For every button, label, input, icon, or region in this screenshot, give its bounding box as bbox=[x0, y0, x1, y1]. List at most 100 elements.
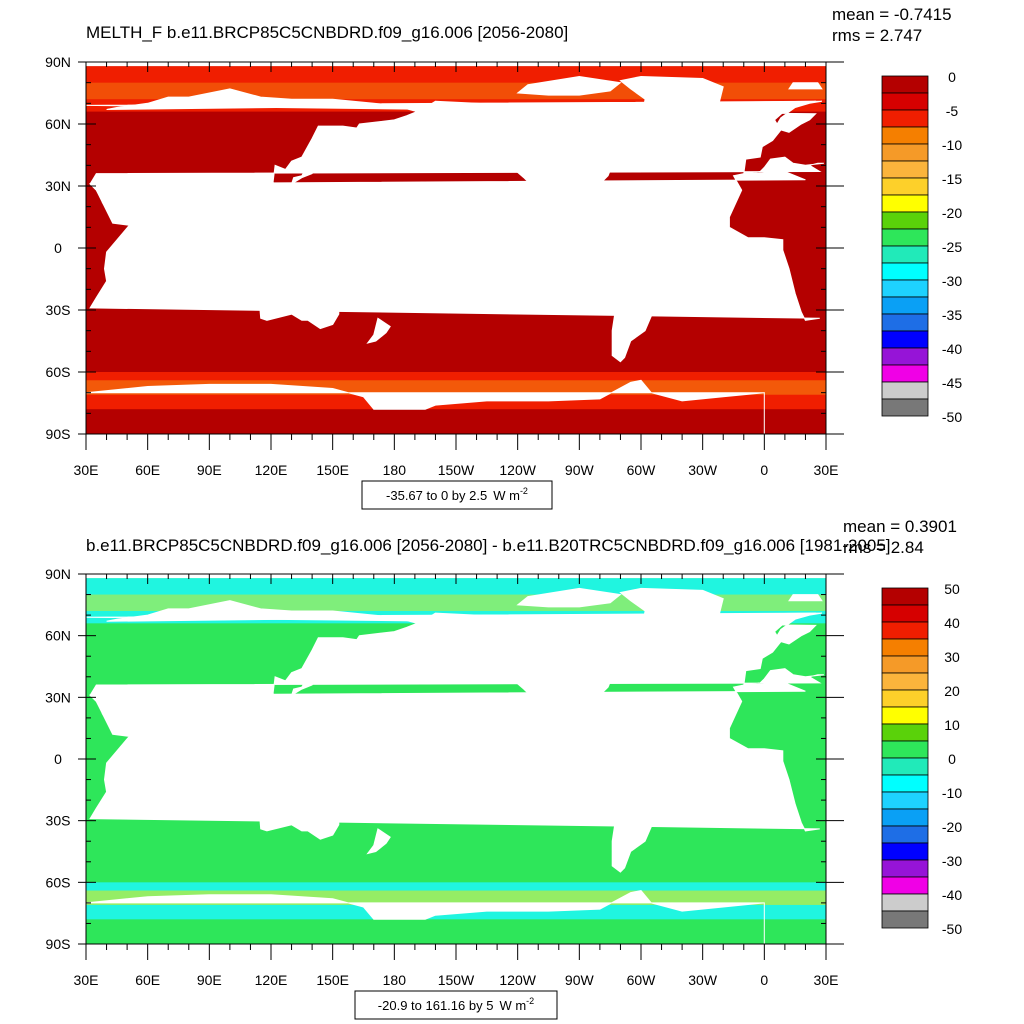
lon-label: 150W bbox=[438, 972, 475, 988]
land-borneo bbox=[247, 748, 270, 768]
lat-label: 0 bbox=[54, 240, 62, 256]
lat-label: 60N bbox=[45, 116, 71, 132]
lon-label: 0 bbox=[760, 972, 768, 988]
lat-label: 30S bbox=[46, 302, 71, 318]
units-text: W m bbox=[493, 488, 520, 503]
colorbar-label: -40 bbox=[942, 887, 962, 903]
land-borneo bbox=[247, 237, 270, 257]
land-britain bbox=[12, 640, 26, 656]
colorbar-swatch bbox=[881, 791, 929, 810]
colorbar-swatch bbox=[881, 228, 929, 247]
lat-label: 60S bbox=[46, 364, 71, 380]
colorbar-swatch bbox=[881, 75, 929, 94]
lon-label: 150E bbox=[316, 462, 349, 478]
lat-label: 0 bbox=[54, 751, 62, 767]
lon-label: 0 bbox=[760, 462, 768, 478]
lat-label: 30S bbox=[46, 813, 71, 829]
lon-label: 60W bbox=[627, 972, 657, 988]
land-madagascar bbox=[853, 273, 867, 300]
colorbar-swatch bbox=[881, 893, 929, 912]
colorbar-swatch bbox=[881, 655, 929, 674]
land-svalbard bbox=[49, 83, 82, 89]
map-panel-1: 90N 60N 30N 0 30S 60S 90S 30E 60E 90E 120E 150E 180 1… bbox=[45, 5, 983, 510]
lon-label: 30E bbox=[74, 972, 99, 988]
lon-label: 90E bbox=[197, 462, 222, 478]
colorbar-swatch bbox=[881, 859, 929, 878]
units-exponent: -2 bbox=[526, 996, 534, 1006]
colorbar-swatch bbox=[881, 313, 929, 332]
lat-label: 60N bbox=[45, 628, 71, 644]
lon-label: 60E bbox=[135, 972, 160, 988]
land-eurasia bbox=[89, 88, 824, 248]
lon-label: 180 bbox=[383, 972, 407, 988]
colorbar-swatch bbox=[881, 876, 929, 895]
land-sumatra bbox=[960, 238, 983, 261]
rms-stat: rms = 2.747 bbox=[832, 26, 922, 45]
land-australia bbox=[258, 780, 340, 840]
colorbar-swatch bbox=[881, 109, 929, 128]
land-antarctica bbox=[86, 890, 765, 944]
land-arabia-fix bbox=[838, 697, 883, 732]
colorbar-swatch bbox=[881, 604, 929, 623]
land-svalbard bbox=[788, 594, 823, 602]
colorbar-swatch bbox=[881, 177, 929, 196]
lon-label: 60E bbox=[135, 462, 160, 478]
colorbar-swatch bbox=[881, 296, 929, 315]
colorbar-swatch bbox=[881, 347, 929, 366]
land-madagascar bbox=[112, 272, 128, 301]
lon-label: 60W bbox=[627, 462, 657, 478]
colorbar-label: 10 bbox=[944, 717, 960, 733]
land-scandinavia bbox=[86, 612, 822, 645]
land-mask bbox=[49, 75, 983, 434]
range-text: -20.9 to 161.16 by 5 bbox=[378, 998, 494, 1013]
colorbar-label: -40 bbox=[942, 341, 962, 357]
lon-label: 30E bbox=[814, 972, 839, 988]
land-north-america bbox=[418, 100, 651, 232]
land-antarctica bbox=[86, 379, 765, 434]
colorbar-swatch bbox=[881, 842, 929, 861]
land-sumatra bbox=[960, 749, 983, 772]
land-arabia-fix bbox=[838, 186, 883, 221]
colorbar-swatch bbox=[881, 381, 929, 400]
lon-label: 90E bbox=[197, 972, 222, 988]
colorbar-label: -50 bbox=[942, 409, 962, 425]
units-exponent: -2 bbox=[520, 486, 528, 496]
colorbar-swatch bbox=[881, 638, 929, 657]
land-greenland bbox=[619, 75, 724, 125]
colorbar-label: -30 bbox=[942, 273, 962, 289]
colorbar-label: 0 bbox=[948, 751, 956, 767]
lon-label: 30W bbox=[688, 462, 718, 478]
land-arabia-fix bbox=[97, 696, 145, 733]
land-arabia-fix bbox=[97, 185, 145, 222]
colorbar-label: -10 bbox=[942, 785, 962, 801]
land-australia bbox=[999, 782, 1024, 840]
land-new-guinea bbox=[293, 760, 334, 778]
colorbar-swatch bbox=[881, 689, 929, 708]
units-text: W m bbox=[499, 998, 526, 1013]
lon-label: 120W bbox=[499, 972, 536, 988]
lat-label: 90S bbox=[46, 936, 71, 952]
colorbar-label: -35 bbox=[942, 307, 962, 323]
land-new-zealand bbox=[366, 317, 391, 344]
land-madagascar bbox=[853, 784, 867, 811]
colorbar-label: -5 bbox=[946, 103, 959, 119]
land-south-america bbox=[597, 224, 693, 363]
colorbar-swatch bbox=[881, 211, 929, 230]
colorbar-swatch bbox=[881, 740, 929, 759]
land-iceland bbox=[716, 111, 739, 117]
rms-stat: rms = 2.84 bbox=[843, 538, 924, 557]
lon-label: 180 bbox=[383, 462, 407, 478]
lon-label: 120E bbox=[255, 972, 288, 988]
range-label: -35.67 to 0 by 2.5 W m-2 bbox=[386, 486, 528, 503]
colorbar-label: -10 bbox=[942, 137, 962, 153]
lat-label: 90S bbox=[46, 426, 71, 442]
land-scandinavia bbox=[86, 100, 822, 133]
colorbar-label: -25 bbox=[942, 239, 962, 255]
colorbar-label: 20 bbox=[944, 683, 960, 699]
land-mask bbox=[12, 587, 1024, 944]
land-greenland bbox=[619, 587, 724, 637]
colorbar-swatch bbox=[881, 126, 929, 145]
land-madagascar bbox=[112, 782, 128, 812]
land-japan bbox=[290, 153, 317, 186]
